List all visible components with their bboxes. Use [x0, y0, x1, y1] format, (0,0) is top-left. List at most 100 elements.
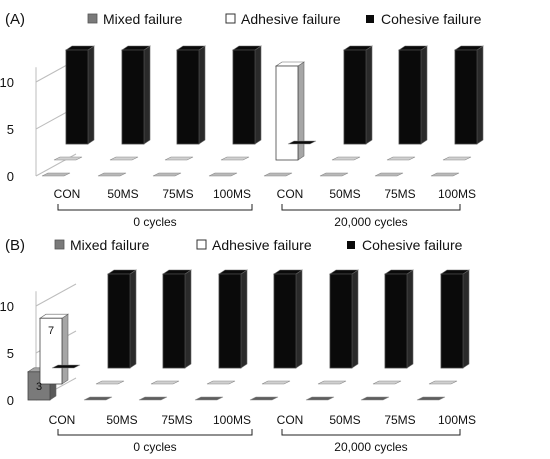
panel-a: (A) Mixed failure Adhesive failure Cohesive…	[0, 11, 484, 229]
bar-cohesive-6-front	[398, 49, 422, 145]
bar-mixed-4	[263, 172, 293, 177]
x-tick-label: 75MS	[384, 187, 415, 201]
bar-mixed-3	[208, 172, 238, 177]
bar-cohesive-0-front	[65, 49, 89, 145]
bar-cohesive-6	[398, 45, 428, 145]
data-label: 7	[48, 325, 54, 337]
y-tick-label: 10	[0, 299, 14, 314]
bar-cohesive-7	[454, 45, 484, 145]
x-tick-label: 50MS	[329, 187, 360, 201]
bar-cohesive-7	[440, 269, 470, 369]
y-tick-label: 0	[7, 393, 14, 408]
bar-cohesive-0	[65, 45, 95, 145]
group-bracket: 20,000 cycles	[281, 204, 461, 229]
y-tick-label: 10	[0, 75, 14, 90]
bar-cohesive-6-side	[406, 269, 414, 369]
bar-cohesive-1-side	[129, 269, 137, 369]
bar-cohesive-5	[329, 269, 359, 369]
bar-adhesive-4-side	[297, 61, 305, 161]
legend: Mixed failure Adhesive failure Cohesive fa…	[87, 11, 482, 27]
bar-mixed-1	[83, 396, 113, 401]
bar-cohesive-7-front	[440, 273, 464, 369]
bar-mixed-6	[360, 396, 390, 401]
x-tick-label: 100MS	[438, 187, 476, 201]
bar-cohesive-1	[107, 269, 137, 369]
bar-cohesive-7-side	[476, 45, 484, 145]
legend-swatch-adhesive	[196, 239, 207, 250]
group-label: 20,000 cycles	[334, 440, 407, 454]
x-tick-label: CON	[54, 187, 81, 201]
bar-adhesive-2	[164, 156, 194, 161]
bar-adhesive-6	[372, 380, 402, 385]
bar-adhesive-7	[428, 380, 458, 385]
x-tick-label: 100MS	[213, 187, 251, 201]
group-bracket: 0 cycles	[57, 429, 253, 454]
x-tick-label: 75MS	[162, 187, 193, 201]
bar-adhesive-4-front	[275, 65, 299, 161]
bar-mixed-4	[249, 396, 279, 401]
bar-mixed-0	[41, 172, 71, 177]
gridline	[35, 283, 77, 307]
group-label: 0 cycles	[133, 440, 176, 454]
panel-label: (A)	[5, 11, 25, 28]
bar-cohesive-5	[343, 45, 373, 145]
group-bracket: 20,000 cycles	[281, 429, 461, 454]
legend-swatch-cohesive	[366, 15, 374, 23]
bar-cohesive-2-front	[162, 273, 186, 369]
legend-label-adhesive: Adhesive failure	[241, 11, 341, 27]
y-tick-label: 5	[7, 346, 14, 361]
bar-adhesive-5	[331, 156, 361, 161]
data-label: 3	[36, 381, 42, 393]
x-tick-label: CON	[277, 413, 304, 427]
bar-cohesive-3-side	[254, 45, 262, 145]
legend-label-mixed: Mixed failure	[70, 237, 150, 253]
bar-adhesive-7	[442, 156, 472, 161]
group-bracket: 0 cycles	[57, 204, 253, 229]
bar-adhesive-3	[206, 380, 236, 385]
group-label: 0 cycles	[133, 215, 176, 229]
bar-adhesive-5	[317, 380, 347, 385]
bar-cohesive-5-front	[329, 273, 353, 369]
bar-adhesive-2	[150, 380, 180, 385]
bar-cohesive-6-side	[420, 45, 428, 145]
bar-cohesive-5-side	[351, 269, 359, 369]
group-bracket-line	[281, 429, 461, 436]
bars	[27, 269, 470, 401]
bar-cohesive-2-side	[198, 45, 206, 145]
bar-cohesive-4-front	[273, 273, 297, 369]
bar-adhesive-1	[95, 380, 125, 385]
bar-cohesive-5-front	[343, 49, 367, 145]
x-tick-label: CON	[277, 187, 304, 201]
bar-adhesive-4	[275, 61, 305, 161]
bar-cohesive-3-side	[240, 269, 248, 369]
bar-cohesive-2	[176, 45, 206, 145]
bar-cohesive-0-side	[87, 45, 95, 145]
bar-cohesive-1	[121, 45, 151, 145]
bar-mixed-1	[97, 172, 127, 177]
bar-mixed-7	[416, 396, 446, 401]
bar-mixed-7	[430, 172, 460, 177]
x-tick-label: 50MS	[329, 413, 360, 427]
legend-label-mixed: Mixed failure	[103, 11, 183, 27]
bar-cohesive-2	[162, 269, 192, 369]
legend-label-cohesive: Cohesive failure	[362, 237, 463, 253]
bar-cohesive-3-front	[218, 273, 242, 369]
group-bracket-line	[281, 204, 461, 211]
bar-cohesive-7-side	[462, 269, 470, 369]
legend-swatch-adhesive	[225, 13, 236, 24]
x-tick-label: 50MS	[106, 413, 137, 427]
bar-cohesive-4	[273, 269, 303, 369]
x-tick-label: 50MS	[107, 187, 138, 201]
y-tick-label: 5	[7, 122, 14, 137]
bar-mixed-6	[374, 172, 404, 177]
bar-mixed-2	[152, 172, 182, 177]
group-bracket-line	[57, 204, 253, 211]
bar-mixed-3	[194, 396, 224, 401]
bar-cohesive-1-front	[121, 49, 145, 145]
bar-cohesive-4-side	[295, 269, 303, 369]
legend-swatch-mixed	[87, 13, 98, 24]
legend-label-cohesive: Cohesive failure	[381, 11, 482, 27]
group-label: 20,000 cycles	[334, 215, 407, 229]
bars	[41, 45, 484, 177]
bar-adhesive-3	[220, 156, 250, 161]
